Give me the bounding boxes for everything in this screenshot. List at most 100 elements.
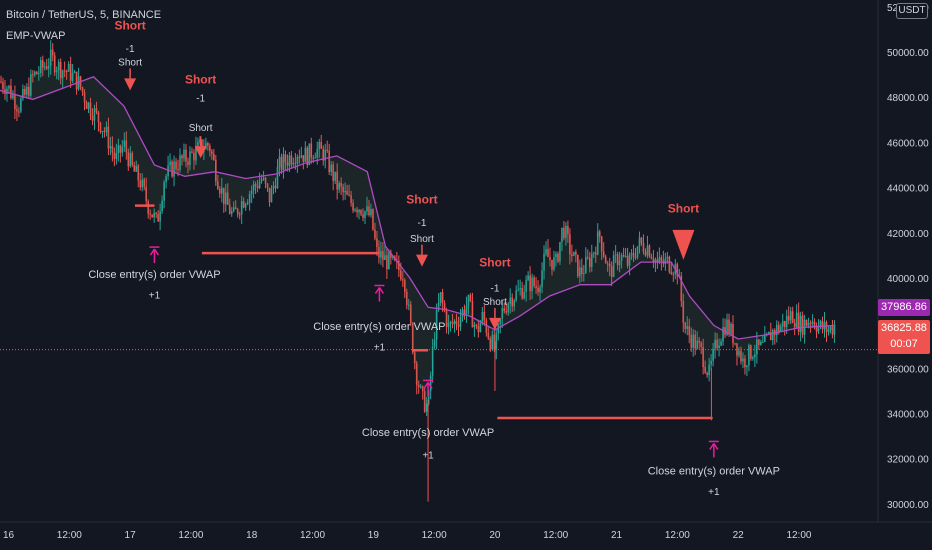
- candle-body: [53, 55, 56, 73]
- candle-body: [730, 324, 732, 334]
- short-signal-arrow[interactable]: [672, 229, 695, 260]
- short-signal-arrow[interactable]: [194, 146, 207, 159]
- candle-body: [483, 312, 486, 321]
- candle-body: [517, 289, 519, 291]
- candle-body: [348, 194, 350, 196]
- candle-body: [30, 74, 32, 96]
- x-tick-label: 12:00: [178, 530, 203, 541]
- annotation-short-label-small: Short: [189, 123, 213, 134]
- candle-body: [254, 184, 257, 187]
- candle-body: [571, 254, 573, 256]
- candle-body: [533, 277, 535, 287]
- candle-body: [648, 245, 651, 257]
- candle-body: [125, 140, 128, 153]
- candle-body: [294, 162, 297, 164]
- candle-body: [364, 211, 366, 218]
- candle-body: [18, 111, 20, 113]
- candle-body: [24, 88, 26, 95]
- candle-body: [244, 204, 247, 208]
- currency-badge[interactable]: USDT: [896, 3, 928, 19]
- short-signal-arrow[interactable]: [415, 254, 428, 267]
- candle-body: [666, 256, 669, 259]
- candle-body: [646, 245, 649, 256]
- candle-body: [688, 326, 691, 336]
- y-tick-label: 40000.00: [887, 274, 929, 285]
- candle-body: [6, 88, 8, 94]
- candle-body: [638, 237, 641, 247]
- candle-body: [612, 255, 615, 277]
- candle-body: [151, 214, 153, 218]
- candle-body: [153, 213, 155, 218]
- candle-body: [618, 260, 621, 266]
- candle-body: [189, 151, 191, 165]
- candle-body: [224, 192, 227, 205]
- symbol-title[interactable]: Bitcoin / TetherUS, 5, BINANCE: [6, 9, 162, 21]
- candle-body: [561, 227, 563, 243]
- candle-body: [527, 275, 529, 281]
- candle-body: [266, 183, 269, 188]
- candle-body: [706, 372, 708, 376]
- candle-body: [39, 60, 42, 74]
- candle-body: [710, 360, 712, 365]
- annotation-close-qty: +1: [149, 290, 161, 301]
- candle-body: [594, 252, 597, 255]
- close-marker-arrow[interactable]: [149, 248, 160, 264]
- candle-body: [813, 321, 816, 328]
- x-tick-label: 19: [368, 530, 380, 541]
- candle-body: [811, 321, 814, 324]
- candle-body: [109, 146, 112, 149]
- candle-body: [493, 334, 496, 350]
- candle-body: [429, 375, 432, 392]
- candle-body: [771, 330, 774, 341]
- candle-body: [332, 164, 334, 181]
- candle-body: [650, 256, 653, 259]
- candle-body: [149, 213, 151, 215]
- candle-body: [360, 209, 362, 215]
- candle-body: [304, 147, 307, 162]
- candle-body: [209, 145, 211, 152]
- candle-body: [276, 166, 279, 189]
- close-marker-arrow[interactable]: [423, 381, 433, 397]
- candle-body: [264, 177, 267, 184]
- x-tick-label: 16: [3, 530, 15, 541]
- candle-body: [193, 152, 195, 161]
- short-signal-arrow[interactable]: [124, 78, 137, 91]
- candle-body: [211, 151, 213, 154]
- candle-body: [230, 211, 233, 214]
- candle-body: [557, 253, 559, 262]
- candle-body: [419, 386, 422, 388]
- candle-body: [242, 201, 245, 208]
- candle-body: [573, 251, 575, 256]
- candle-body: [107, 126, 110, 149]
- candle-body: [133, 165, 136, 172]
- candle-body: [805, 319, 808, 326]
- candle-body: [298, 156, 301, 158]
- candle-body: [93, 108, 96, 121]
- candle-body: [575, 251, 577, 255]
- candle-body: [183, 149, 185, 159]
- x-tick-label: 21: [611, 530, 623, 541]
- candle-body: [296, 156, 299, 164]
- candle-body: [620, 255, 623, 261]
- candle-body: [415, 363, 418, 385]
- candle-body: [459, 317, 462, 327]
- candle-body: [756, 339, 758, 355]
- x-tick-label: 18: [246, 530, 258, 541]
- candle-body: [553, 257, 555, 270]
- candle-body: [489, 338, 492, 350]
- y-tick-label: 34000.00: [887, 410, 929, 421]
- candle-body: [201, 139, 203, 152]
- candle-body: [686, 326, 689, 329]
- candle-body: [825, 322, 828, 332]
- candle-body: [547, 249, 549, 258]
- candle-body: [809, 322, 812, 324]
- candle-body: [513, 300, 515, 307]
- short-signal-arrow[interactable]: [488, 317, 501, 330]
- close-marker-arrow[interactable]: [709, 443, 719, 458]
- candle-body: [250, 190, 253, 195]
- candle-body: [175, 161, 177, 170]
- candle-body: [35, 71, 38, 75]
- indicator-label[interactable]: EMP-VWAP: [6, 30, 66, 42]
- close-marker-arrow[interactable]: [374, 287, 385, 302]
